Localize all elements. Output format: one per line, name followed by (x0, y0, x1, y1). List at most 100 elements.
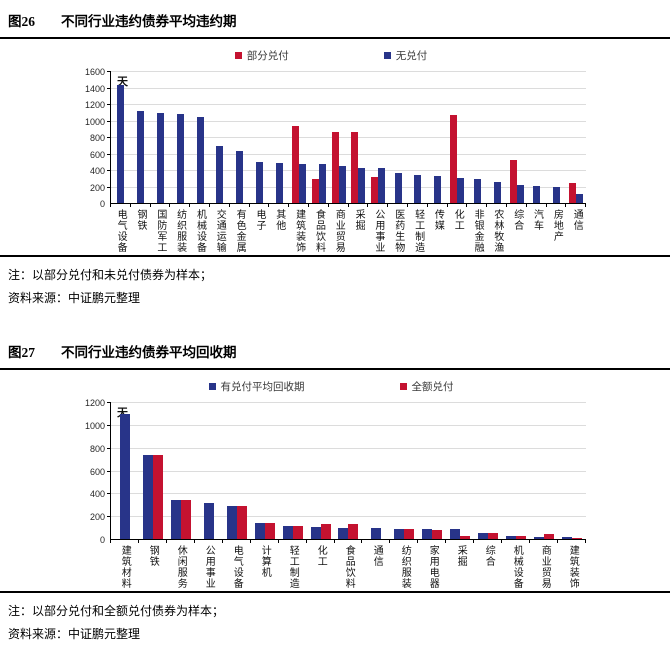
x-category-label: 汽车 (531, 209, 543, 231)
y-axis-tick (107, 516, 111, 518)
x-category-label: 公用事业 (372, 209, 384, 253)
x-label-cell: 化工 (447, 209, 467, 253)
bar-group (502, 403, 530, 539)
bar (236, 151, 244, 203)
x-category-label: 农林牧渔 (491, 209, 503, 253)
bar-group (250, 72, 270, 203)
x-labels-row: 建筑材料 钢铁 休闲服务 公用事业 电气设备 计算机 轻工制造 化工 食品饮料 通信 纺织服装 家用电… (110, 543, 586, 589)
x-label-cell: 机械设备 (502, 545, 530, 589)
bar (119, 414, 130, 539)
y-axis-tick (107, 137, 111, 138)
bar-group (307, 403, 335, 539)
bar (318, 163, 326, 203)
y-axis-tick (107, 104, 111, 105)
bar-group (335, 403, 363, 539)
bar (320, 523, 331, 539)
x-label-cell: 汽车 (526, 209, 546, 253)
bar (226, 505, 237, 539)
bar (255, 161, 263, 203)
x-label-cell: 电子 (249, 209, 269, 253)
bar (414, 174, 422, 203)
x-axis-tick (428, 204, 448, 207)
legend-marker-icon (383, 52, 391, 59)
bar-group (269, 72, 289, 203)
gridline (111, 470, 586, 472)
x-category-label: 非银金融 (472, 209, 484, 253)
x-category-label: 纺织服装 (174, 209, 186, 253)
bar (544, 533, 555, 539)
x-label-cell: 通信 (362, 545, 390, 589)
y-tick-label: 800 (89, 133, 105, 143)
x-label-cell: 医药生物 (388, 209, 408, 253)
x-category-label: 综合 (511, 209, 523, 231)
bar-group (446, 403, 474, 539)
y-tick-label: 0 (99, 535, 105, 545)
x-category-label: 计算机 (259, 545, 271, 578)
gridline (111, 87, 586, 89)
x-axis-tick (170, 204, 191, 207)
y-tick-label: 200 (89, 182, 105, 193)
x-ticks-row (110, 204, 587, 207)
x-category-label: 通信 (571, 209, 583, 231)
bar (434, 176, 442, 203)
x-axis-tick (195, 540, 223, 543)
x-axis-tick (190, 204, 210, 207)
bar (170, 500, 181, 539)
x-category-label: 机械设备 (511, 545, 523, 589)
x-axis-tick (251, 540, 279, 543)
bar-group (362, 403, 390, 539)
figure-27-section: 图27 不同行业违约债券平均回收期 有兑付平均回收期 全额兑付 0 200 400 600… (0, 333, 670, 657)
x-axis-tick (210, 204, 230, 207)
bar-group (527, 72, 547, 203)
bar (561, 537, 572, 539)
x-category-label: 钢铁 (147, 545, 159, 567)
y-axis-tick (107, 71, 111, 72)
bar (404, 528, 415, 539)
bar (371, 527, 382, 539)
x-label-cell: 传媒 (427, 209, 447, 253)
x-category-label: 电子 (253, 209, 265, 231)
plot-area: 天 (107, 71, 586, 204)
x-axis-tick (487, 204, 507, 207)
x-label-cell: 轻工制造 (278, 545, 306, 589)
y-tick-label: 400 (89, 489, 105, 500)
x-axis-tick (167, 540, 195, 543)
bar (338, 166, 346, 203)
chart-average-recovery-period: 有兑付平均回收期 全额兑付 0 200 400 600 800 1000 1200 天建筑材料 钢铁… (0, 370, 670, 591)
x-category-label: 交通运输 (214, 209, 226, 253)
bar (264, 523, 275, 539)
x-label-cell: 休闲服务 (166, 545, 194, 589)
bar (137, 110, 145, 203)
bar (422, 529, 433, 539)
x-category-label: 有色金属 (234, 209, 246, 253)
gridline (111, 153, 586, 155)
x-category-label: 商业贸易 (333, 209, 345, 253)
x-category-label: 综合 (483, 545, 495, 567)
x-category-label: 公用事业 (203, 545, 215, 589)
gridline (111, 186, 586, 188)
bar-group (349, 72, 369, 203)
bar (203, 503, 214, 539)
bar (506, 536, 517, 539)
x-axis-tick (527, 204, 547, 207)
x-category-label: 国防军工 (154, 209, 166, 253)
y-tick-label: 1000 (84, 420, 105, 431)
x-label-cell: 采掘 (446, 545, 474, 589)
x-axis-tick (558, 540, 586, 543)
figure-27-title: 不同行业违约债券平均回收期 (61, 345, 237, 360)
notes-divider (0, 591, 670, 593)
gridline (111, 120, 586, 122)
y-tick-label: 600 (89, 466, 105, 477)
bar (576, 194, 584, 203)
y-tick-label: 200 (89, 512, 105, 523)
x-label-cell: 交通运输 (209, 209, 229, 253)
x-axis-tick (467, 204, 488, 207)
bar-group (566, 72, 586, 203)
chart-body: 0 200 400 600 800 1000 1200 1400 1600 天电气设备 钢铁 国防军工… (76, 67, 587, 253)
bar (358, 167, 366, 203)
x-category-label: 家用电器 (427, 545, 439, 589)
x-category-label: 食品饮料 (313, 209, 325, 253)
x-axis-tick (230, 204, 250, 207)
x-label-cell: 有色金属 (229, 209, 249, 253)
x-axis-tick (418, 540, 447, 543)
